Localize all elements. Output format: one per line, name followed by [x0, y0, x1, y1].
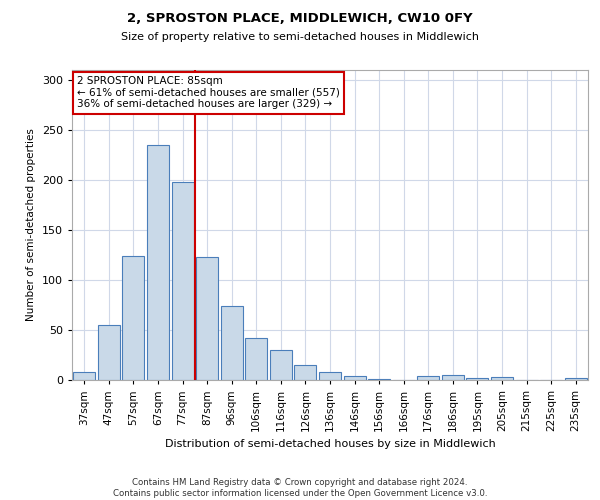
- Bar: [122, 256, 145, 380]
- Bar: [368, 379, 390, 380]
- Bar: [491, 377, 513, 380]
- Bar: [270, 350, 292, 380]
- Text: 2, SPROSTON PLACE, MIDDLEWICH, CW10 0FY: 2, SPROSTON PLACE, MIDDLEWICH, CW10 0FY: [127, 12, 473, 26]
- Bar: [442, 375, 464, 380]
- Bar: [147, 145, 169, 380]
- Bar: [295, 365, 316, 380]
- Y-axis label: Number of semi-detached properties: Number of semi-detached properties: [26, 128, 36, 322]
- Bar: [221, 306, 243, 380]
- Text: Size of property relative to semi-detached houses in Middlewich: Size of property relative to semi-detach…: [121, 32, 479, 42]
- Text: 2 SPROSTON PLACE: 85sqm
← 61% of semi-detached houses are smaller (557)
36% of s: 2 SPROSTON PLACE: 85sqm ← 61% of semi-de…: [77, 76, 340, 110]
- Bar: [417, 376, 439, 380]
- Bar: [172, 182, 194, 380]
- Bar: [98, 325, 120, 380]
- Text: Contains HM Land Registry data © Crown copyright and database right 2024.
Contai: Contains HM Land Registry data © Crown c…: [113, 478, 487, 498]
- Bar: [245, 338, 268, 380]
- Bar: [73, 372, 95, 380]
- Bar: [565, 378, 587, 380]
- X-axis label: Distribution of semi-detached houses by size in Middlewich: Distribution of semi-detached houses by …: [164, 440, 496, 450]
- Bar: [344, 376, 365, 380]
- Bar: [319, 372, 341, 380]
- Bar: [466, 378, 488, 380]
- Bar: [196, 257, 218, 380]
